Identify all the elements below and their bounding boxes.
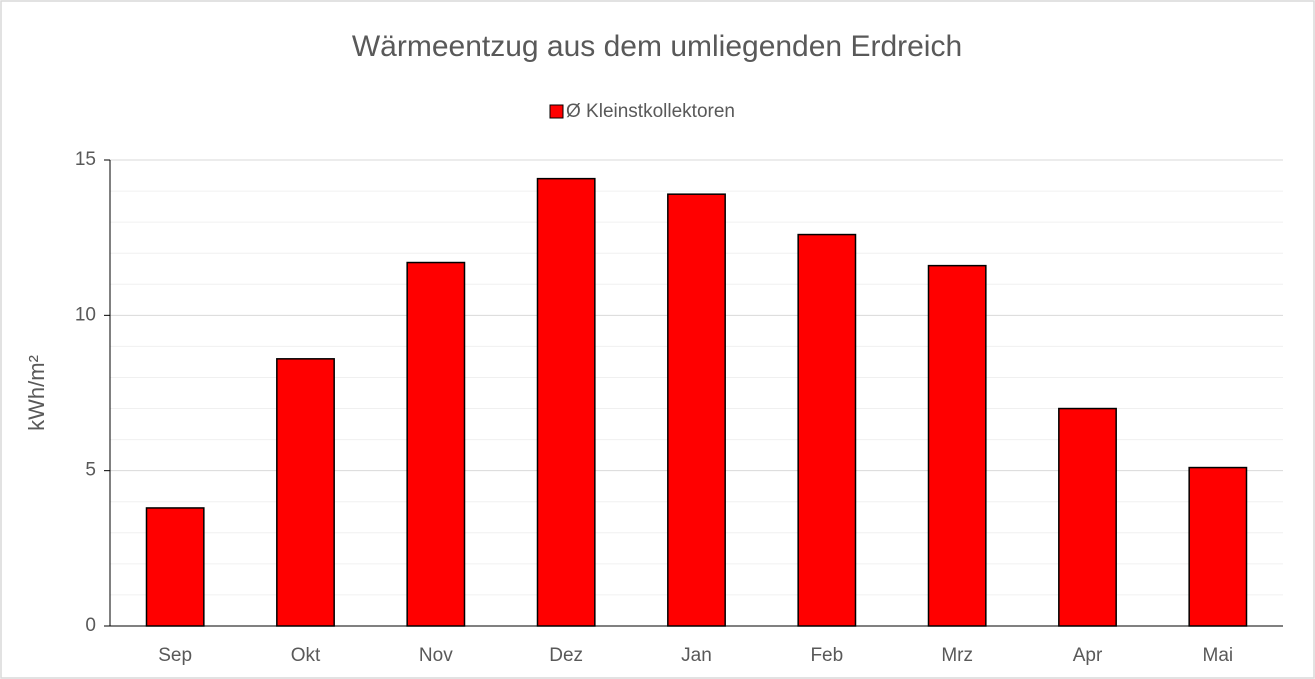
x-tick-label: Jan [681, 645, 712, 666]
x-tick-label: Dez [549, 645, 583, 666]
y-tick-label: 15 [75, 149, 96, 170]
y-axis-label: kWh/m² [24, 355, 49, 431]
bar [1058, 407, 1117, 627]
x-tick-label: Apr [1073, 645, 1103, 666]
x-tick-label: Nov [419, 645, 453, 666]
bar [276, 358, 335, 627]
legend-swatch [549, 104, 564, 119]
bar [536, 177, 596, 627]
bar [406, 261, 466, 627]
x-tick-label: Mrz [941, 645, 973, 666]
bar [145, 507, 205, 627]
chart-title: Wärmeentzug aus dem umliegenden Erdreich [352, 30, 962, 63]
bar [1188, 466, 1248, 627]
x-tick-label: Feb [810, 645, 843, 666]
y-tick-label: 5 [85, 460, 96, 481]
bar [927, 264, 987, 627]
x-tick-label: Sep [158, 645, 192, 666]
y-tick-label: 0 [85, 615, 96, 636]
x-tick-label: Okt [291, 645, 321, 666]
bar [797, 233, 857, 627]
y-tick-label: 10 [75, 304, 96, 325]
legend-label: Ø Kleinstkollektoren [566, 101, 735, 122]
bar [667, 193, 726, 627]
x-tick-label: Mai [1203, 645, 1234, 666]
